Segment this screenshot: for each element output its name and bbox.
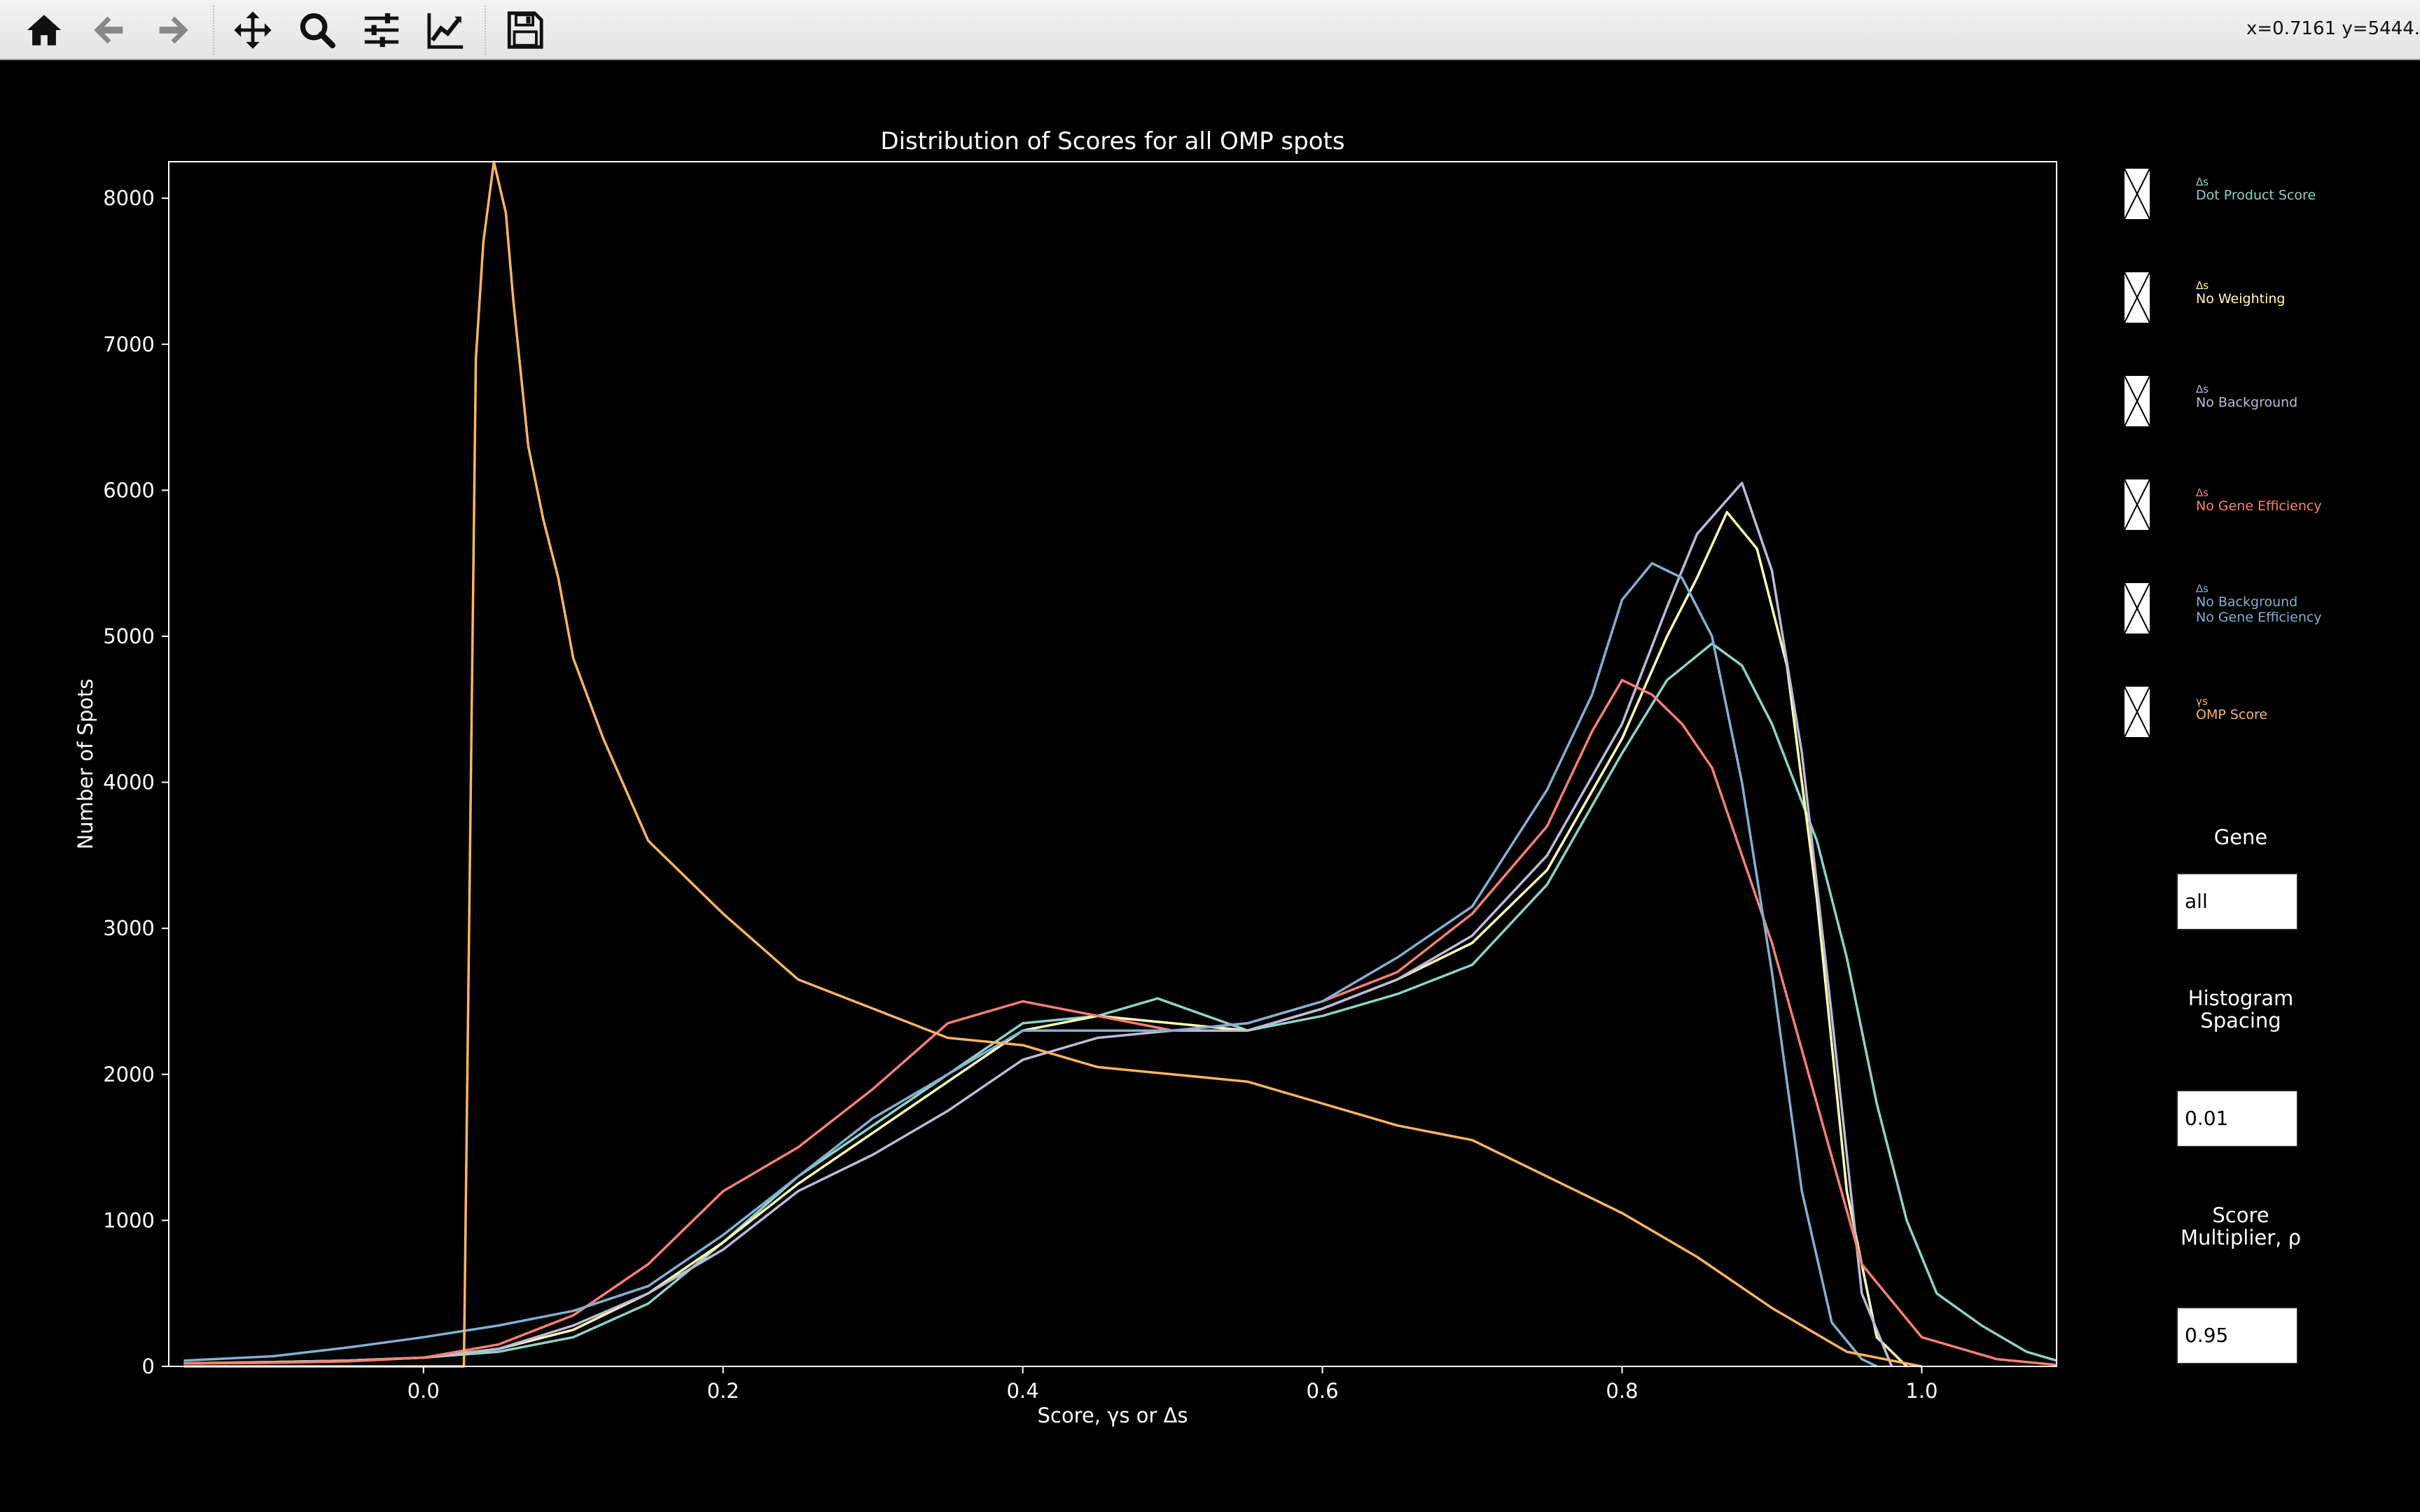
chart-title: Distribution of Scores for all OMP spots: [880, 127, 1344, 155]
legend-label-no-weighting: Δs No Weighting: [2196, 280, 2285, 307]
checkbox-no-gene-efficiency[interactable]: [2123, 478, 2151, 531]
checkbox-no-weighting[interactable]: [2123, 271, 2151, 324]
legend-label-dot-product-score: Δs Dot Product Score: [2196, 176, 2316, 203]
pan-icon[interactable]: [228, 6, 277, 55]
checkbox-no-background-no-gene-efficiency[interactable]: [2123, 582, 2151, 635]
y-tick-label: 6000: [103, 478, 155, 502]
legend-symbol: Δs: [2196, 176, 2209, 188]
legend-text: No Background No Gene Efficiency: [2196, 594, 2322, 625]
back-icon[interactable]: [85, 6, 134, 55]
chart: 0.0 0.2 0.4 0.6 0.8 1.0 0 1000 2000 3000 4000 5000 6…: [74, 127, 2057, 1427]
legend-symbol: Δs: [2196, 486, 2209, 499]
x-axis-label: Score, γs or Δs: [1038, 1404, 1188, 1427]
x-tick-label: 1.0: [1905, 1379, 1938, 1403]
x-tick-label: 0.4: [1007, 1379, 1039, 1403]
edit-axis-icon[interactable]: [422, 6, 471, 55]
legend-symbol: Δs: [2196, 582, 2209, 595]
cursor-coordinates: x=0.7161 y=5444.: [2246, 18, 2420, 39]
y-tick-label: 4000: [103, 771, 155, 794]
legend-label-omp-score: γs OMP Score: [2196, 696, 2267, 722]
y-tick-label: 2000: [103, 1063, 155, 1086]
x-tick-label: 0.6: [1306, 1379, 1338, 1403]
y-tick-label: 7000: [103, 332, 155, 356]
gene-title: Gene: [2213, 825, 2268, 849]
toolbar-separator: [213, 6, 214, 55]
gene-input[interactable]: all: [2176, 873, 2298, 930]
save-icon[interactable]: [500, 6, 549, 55]
legend-text: No Gene Efficiency: [2196, 498, 2322, 514]
checkbox-omp-score[interactable]: [2123, 685, 2151, 738]
x-tick-label: 0.8: [1606, 1379, 1638, 1403]
legend-text: Dot Product Score: [2196, 188, 2316, 203]
toolbar: x=0.7161 y=5444.: [0, 0, 2420, 60]
legend-label-no-background-no-gene-efficiency: Δs No Background No Gene Efficiency: [2196, 583, 2322, 625]
legend-text: No Background: [2196, 395, 2298, 410]
plot-frame: [168, 161, 2057, 1367]
legend-text: No Weighting: [2196, 291, 2286, 307]
legend-symbol: γs: [2196, 695, 2208, 708]
checkbox-dot-product-score[interactable]: [2123, 167, 2151, 220]
zoom-icon[interactable]: [293, 6, 342, 55]
score-multiplier-input[interactable]: 0.95: [2176, 1307, 2298, 1364]
y-tick-label: 8000: [103, 186, 155, 210]
y-tick-label: 5000: [103, 624, 155, 648]
y-tick-label: 3000: [103, 916, 155, 940]
legend-label-no-background: Δs No Background: [2196, 384, 2297, 410]
forward-icon[interactable]: [148, 6, 197, 55]
series-line-s-omp-score: [183, 160, 1922, 1368]
x-tick-label: 0.2: [707, 1379, 739, 1403]
home-icon[interactable]: [20, 6, 69, 55]
legend-label-no-gene-efficiency: Δs No Gene Efficiency: [2196, 487, 2322, 514]
toolbar-separator: [485, 6, 486, 55]
x-tick-label: 0.0: [408, 1379, 440, 1403]
series-line-s-dot-product-score: [183, 642, 2057, 1365]
y-tick-label: 0: [142, 1354, 155, 1378]
legend-symbol: Δs: [2196, 383, 2209, 396]
configure-subplots-icon[interactable]: [357, 6, 406, 55]
checkbox-no-background[interactable]: [2123, 374, 2151, 428]
legend-text: OMP Score: [2196, 707, 2268, 722]
series-line-s-no-background-no-gene-efficiency: [183, 561, 1877, 1368]
histogram-spacing-title: Histogram Spacing: [2188, 986, 2294, 1032]
y-tick-label: 1000: [103, 1208, 155, 1232]
histogram-spacing-input[interactable]: 0.01: [2176, 1090, 2298, 1147]
y-axis-label: Number of Spots: [74, 679, 97, 850]
series-line-s-no-background: [183, 482, 1893, 1367]
series-line-s-no-weighting: [183, 510, 1908, 1368]
score-multiplier-title: Score Multiplier, ρ: [2180, 1203, 2302, 1250]
legend-symbol: Δs: [2196, 279, 2209, 292]
